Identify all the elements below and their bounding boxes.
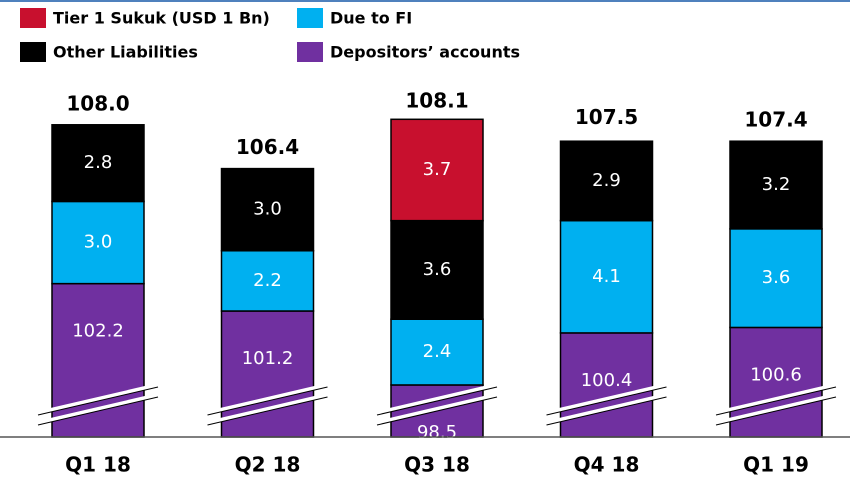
bar-segment	[729, 228, 823, 329]
axis-break-edge	[37, 386, 159, 416]
value-label: 3.2	[762, 174, 791, 195]
value-label: 3.0	[253, 199, 282, 220]
bar-segment	[51, 124, 145, 203]
axis-break	[376, 383, 498, 415]
value-label: 3.6	[423, 259, 452, 280]
axis-break-edge	[376, 396, 498, 426]
axis-break	[715, 383, 837, 415]
axis-break	[546, 383, 667, 415]
value-label: 3.0	[84, 232, 113, 253]
value-label: 3.6	[762, 267, 791, 288]
legend-label: Due to FI	[330, 9, 412, 28]
axis-break-edge	[37, 396, 159, 426]
plot: 102.2 3.0 2.8 108.0 Q1 18 101.2 2.2 3.0 106.4 Q2 …	[37, 89, 837, 477]
legend: Depositors’ accounts Due to FI Other Liabi…	[20, 8, 520, 62]
bar-segment	[559, 140, 654, 222]
x-tick-label: Q1 18	[65, 453, 131, 477]
legend-swatch	[20, 8, 46, 28]
axis-break-edge	[207, 396, 328, 426]
axis-break	[37, 393, 159, 425]
axis-break-edge	[207, 386, 328, 416]
total-label: 108.0	[66, 91, 129, 115]
bar-segment	[51, 282, 145, 438]
x-tick-label: Q4 18	[574, 453, 640, 477]
x-tick-label: Q2 18	[235, 453, 301, 477]
value-label: 102.2	[72, 321, 124, 342]
total-label: 107.5	[575, 105, 638, 129]
total-label: 106.4	[236, 135, 299, 159]
value-label: 98.5	[417, 422, 457, 443]
bar-segment	[729, 140, 823, 230]
value-label: 4.1	[592, 266, 621, 287]
axis-break	[207, 383, 328, 415]
axis-break-edge	[715, 386, 837, 416]
axis-break-edge	[546, 396, 667, 426]
bar-segment	[390, 219, 484, 320]
total-label: 108.1	[405, 89, 468, 113]
value-label: 101.2	[242, 348, 294, 369]
legend-swatch	[297, 42, 323, 62]
value-label: 100.6	[750, 364, 802, 385]
bar-segment	[220, 167, 315, 252]
legend-swatch	[297, 8, 323, 28]
value-label: 3.7	[423, 159, 452, 180]
axis-break-edge	[376, 386, 498, 416]
axis-break	[207, 393, 328, 425]
x-tick-label: Q1 19	[743, 453, 809, 477]
legend-label: Other Liabilities	[53, 43, 198, 62]
x-tick-label: Q3 18	[404, 453, 470, 477]
axis-break	[376, 393, 498, 425]
total-label: 107.4	[744, 108, 807, 132]
axis-break-edge	[546, 386, 667, 416]
axis-break	[715, 393, 837, 425]
value-label: 2.8	[84, 152, 113, 173]
bar-segment	[729, 326, 823, 438]
legend-swatch	[20, 42, 46, 62]
value-label: 2.2	[253, 270, 282, 291]
value-label: 100.4	[581, 370, 633, 391]
legend-label: Tier 1 Sukuk (USD 1 Bn)	[53, 9, 270, 28]
axis-break	[546, 393, 667, 425]
axis-break-edge	[715, 396, 837, 426]
axis-break	[37, 383, 159, 415]
value-label: 2.4	[423, 341, 452, 362]
value-label: 2.9	[592, 170, 621, 191]
bar-segment	[51, 200, 145, 285]
bar-segment	[390, 118, 484, 222]
legend-label: Depositors’ accounts	[330, 43, 520, 62]
